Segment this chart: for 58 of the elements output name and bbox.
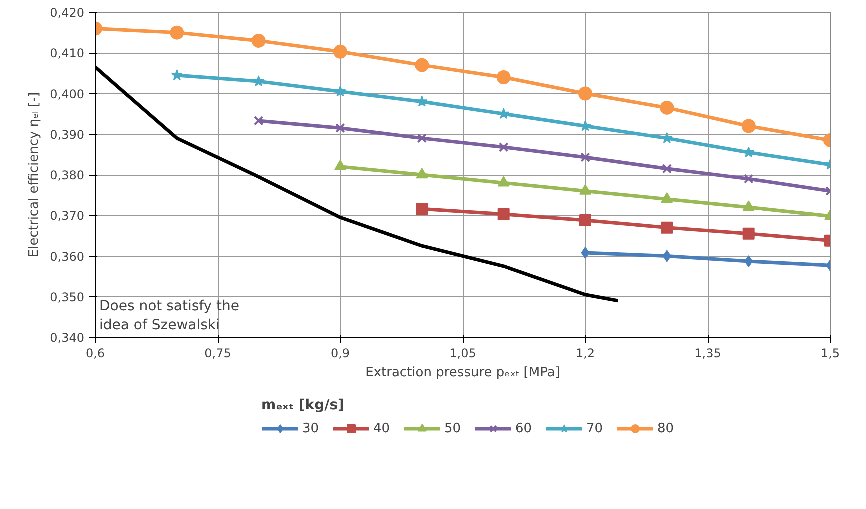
point xyxy=(661,132,673,144)
x-tick-label: 1,05 xyxy=(450,346,476,360)
point xyxy=(415,58,430,72)
point xyxy=(336,123,346,134)
y-tick-label: 0,390 xyxy=(50,128,85,142)
x-tick-label: 0,6 xyxy=(86,346,106,360)
point xyxy=(416,96,428,107)
legend-label: 60 xyxy=(516,421,534,436)
y-tick-label: 0,370 xyxy=(50,209,85,224)
point xyxy=(252,34,266,48)
point xyxy=(253,76,265,87)
point xyxy=(498,208,510,220)
point xyxy=(496,70,511,84)
point xyxy=(580,184,592,195)
legend-label: 80 xyxy=(658,421,676,436)
point xyxy=(742,200,755,212)
point xyxy=(581,247,590,259)
x-axis-title: Extraction pressure pₑₓₜ [MPa] xyxy=(366,366,560,380)
y-tick-label: 0,350 xyxy=(50,290,85,304)
point xyxy=(742,228,755,240)
point xyxy=(660,100,674,115)
point xyxy=(580,214,592,226)
y-tick-label: 0,400 xyxy=(50,87,85,102)
point xyxy=(661,192,674,204)
point xyxy=(416,168,428,179)
y-tick-label: 0,420 xyxy=(50,6,85,20)
y-axis-title: Electrical efficiency ηₑₗ [-] xyxy=(27,92,42,258)
legend-label: 50 xyxy=(444,421,462,436)
x-tick-label: 1,5 xyxy=(820,346,840,360)
annotation: Does not satisfy the idea of Szewalski xyxy=(100,298,240,334)
point xyxy=(170,26,184,40)
point xyxy=(334,160,346,171)
y-tick-label: 0,340 xyxy=(50,331,85,345)
x-tick-label: 1,35 xyxy=(694,346,722,360)
point xyxy=(417,134,428,144)
point xyxy=(661,222,674,234)
point xyxy=(580,152,590,162)
point xyxy=(498,176,510,187)
x-tick-label: 0,75 xyxy=(204,346,232,360)
point xyxy=(498,108,510,120)
point xyxy=(498,142,509,152)
point xyxy=(416,203,428,216)
x-tick-label: 0,9 xyxy=(330,346,350,360)
legend-title: mₑₓₜ [kg/s] xyxy=(262,398,346,414)
point xyxy=(171,69,183,80)
point xyxy=(742,119,756,134)
point xyxy=(254,116,264,126)
point xyxy=(578,86,592,101)
legend-label: 30 xyxy=(302,421,320,436)
point xyxy=(662,164,672,174)
point xyxy=(744,174,754,184)
y-tick-label: 0,360 xyxy=(50,250,85,264)
x-tick-label: 1,2 xyxy=(576,346,596,360)
y-tick-label: 0,410 xyxy=(50,46,85,61)
legend-label: 70 xyxy=(586,421,604,436)
point xyxy=(334,44,348,59)
legend-label: 40 xyxy=(374,421,392,436)
y-tick-label: 0,380 xyxy=(50,168,85,182)
